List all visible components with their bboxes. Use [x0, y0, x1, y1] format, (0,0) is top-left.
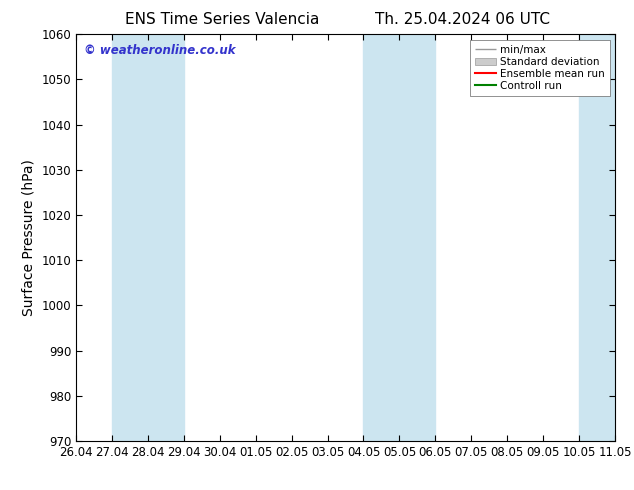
Text: Th. 25.04.2024 06 UTC: Th. 25.04.2024 06 UTC [375, 12, 550, 27]
Bar [363, 34, 436, 441]
Y-axis label: Surface Pressure (hPa): Surface Pressure (hPa) [22, 159, 36, 316]
Legend: min/max, Standard deviation, Ensemble mean run, Controll run: min/max, Standard deviation, Ensemble me… [470, 40, 610, 96]
Bar [579, 34, 634, 441]
Text: © weatheronline.co.uk: © weatheronline.co.uk [84, 45, 236, 57]
Text: ENS Time Series Valencia: ENS Time Series Valencia [125, 12, 319, 27]
Bar [112, 34, 184, 441]
